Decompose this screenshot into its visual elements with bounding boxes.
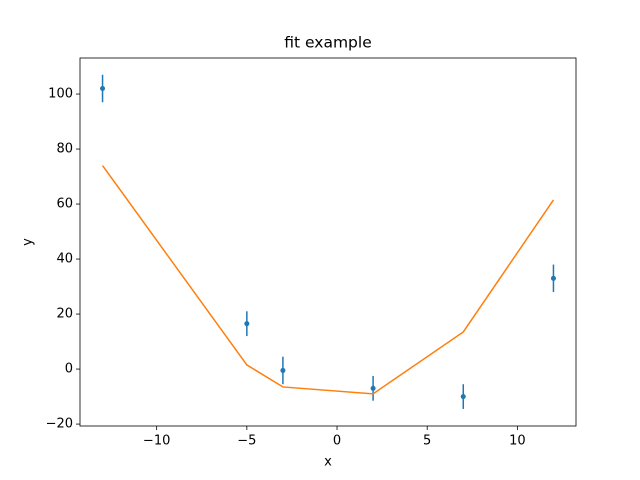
x-axis-label: x xyxy=(324,455,332,470)
x-tick-label: 5 xyxy=(423,434,431,449)
data-point xyxy=(244,321,250,327)
y-tick-label: 60 xyxy=(56,197,73,212)
y-axis-label: y xyxy=(21,238,36,246)
x-tick-label: 10 xyxy=(509,434,526,449)
data-point xyxy=(460,394,466,400)
data-point xyxy=(550,275,556,281)
x-tick-label: −10 xyxy=(143,434,170,449)
y-tick-label: 100 xyxy=(48,87,73,102)
fit-line xyxy=(101,165,555,395)
data-point xyxy=(280,367,286,373)
y-tick-label: 40 xyxy=(56,252,73,267)
y-tick-label: 20 xyxy=(56,307,73,322)
x-tick-label: 0 xyxy=(333,434,341,449)
data-point xyxy=(370,385,376,391)
x-tick-label: −5 xyxy=(237,434,256,449)
y-tick-label: 0 xyxy=(65,362,73,377)
chart-title: fit example xyxy=(284,34,371,52)
plot-frame xyxy=(79,57,577,427)
data-point xyxy=(100,86,106,92)
y-tick-label: −20 xyxy=(46,417,73,432)
y-tick-label: 80 xyxy=(56,142,73,157)
